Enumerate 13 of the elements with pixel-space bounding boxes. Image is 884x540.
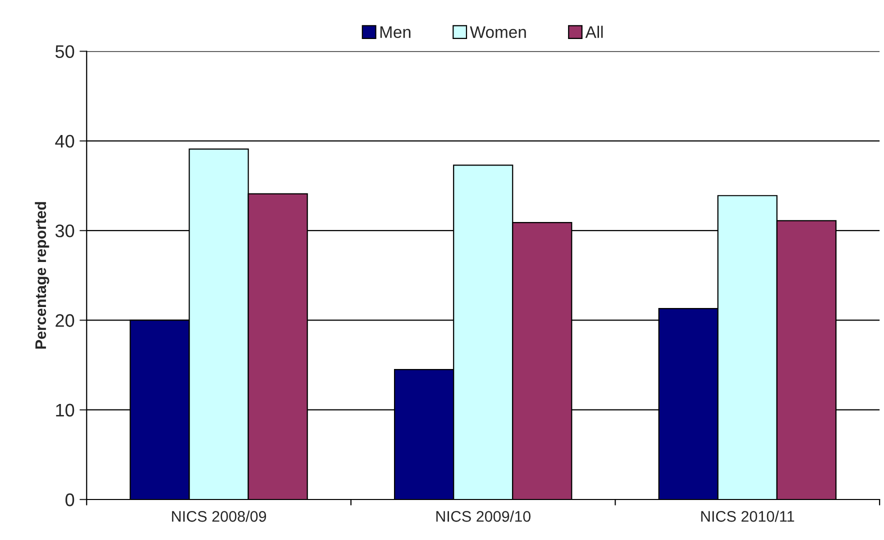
y-tick-label: 0 — [65, 493, 74, 506]
y-tick-label: 30 — [55, 224, 74, 238]
y-tick-label: 20 — [56, 314, 74, 327]
y-tick-label: 40 — [55, 134, 74, 148]
legend-label: Men — [380, 26, 410, 38]
y-axis-title: Percentage reported — [34, 202, 50, 349]
legend-label: Women — [470, 26, 526, 38]
legend-label: All — [585, 26, 603, 38]
x-tick-label: NICS 2009/10 — [436, 510, 530, 522]
y-tick-label: 10 — [56, 404, 74, 417]
y-tick-label: 50 — [55, 45, 74, 58]
x-tick-label: NICS 2010/11 — [701, 510, 794, 522]
x-tick-label: NICS 2008/09 — [172, 510, 266, 522]
